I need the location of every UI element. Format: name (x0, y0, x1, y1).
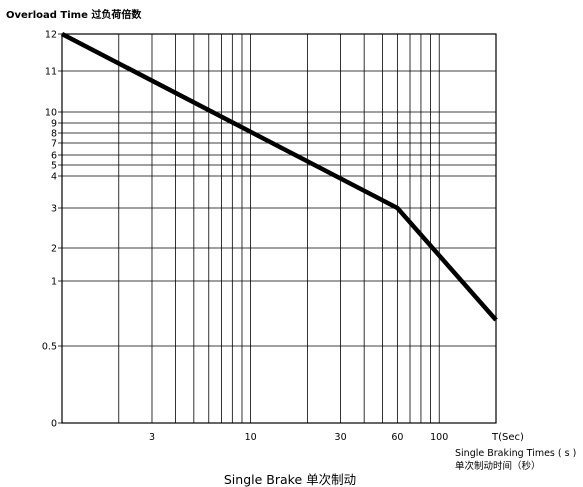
x-tick-label: 3 (149, 432, 155, 443)
x-tick-label: 60 (391, 432, 403, 443)
y-tick-label: 3 (51, 204, 57, 215)
x-tick-label: 100 (430, 432, 448, 443)
y-tick-label: 9 (51, 119, 57, 130)
y-axis-title: Overload Time 过负荷倍数 (6, 8, 142, 21)
y-tick-label: 6 (51, 151, 57, 162)
y-tick-label: 1 (51, 277, 57, 288)
y-tick-label: 5 (51, 161, 57, 172)
y-tick-label: 10 (45, 108, 57, 119)
y-tick-label: 0 (51, 419, 57, 430)
vertical-grid (118, 34, 440, 423)
y-tick-label: 12 (45, 30, 57, 41)
x-axis-title-chinese: 单次制动时间（秒） (455, 460, 541, 472)
y-tick-label: 11 (45, 67, 57, 78)
x-tick-label: 30 (335, 432, 347, 443)
y-tick-label: 7 (51, 139, 57, 150)
series-line (60, 32, 498, 322)
x-axis-title-english: Single Braking Times ( s ) (455, 448, 576, 459)
plot-frame (61, 33, 497, 424)
chart-title: Single Brake 单次制动 (224, 472, 356, 487)
x-axis-unit-label: T(Sec) (491, 432, 524, 443)
y-tick-label: 4 (51, 172, 57, 183)
y-tick-label: 0.5 (42, 342, 57, 353)
series-layer (60, 32, 498, 322)
y-tick-label: 2 (51, 244, 57, 255)
x-tick-label: 10 (245, 432, 257, 443)
x-tick-labels: 3 10 30 60 100 (149, 432, 448, 443)
y-tick-label: 8 (51, 129, 57, 140)
